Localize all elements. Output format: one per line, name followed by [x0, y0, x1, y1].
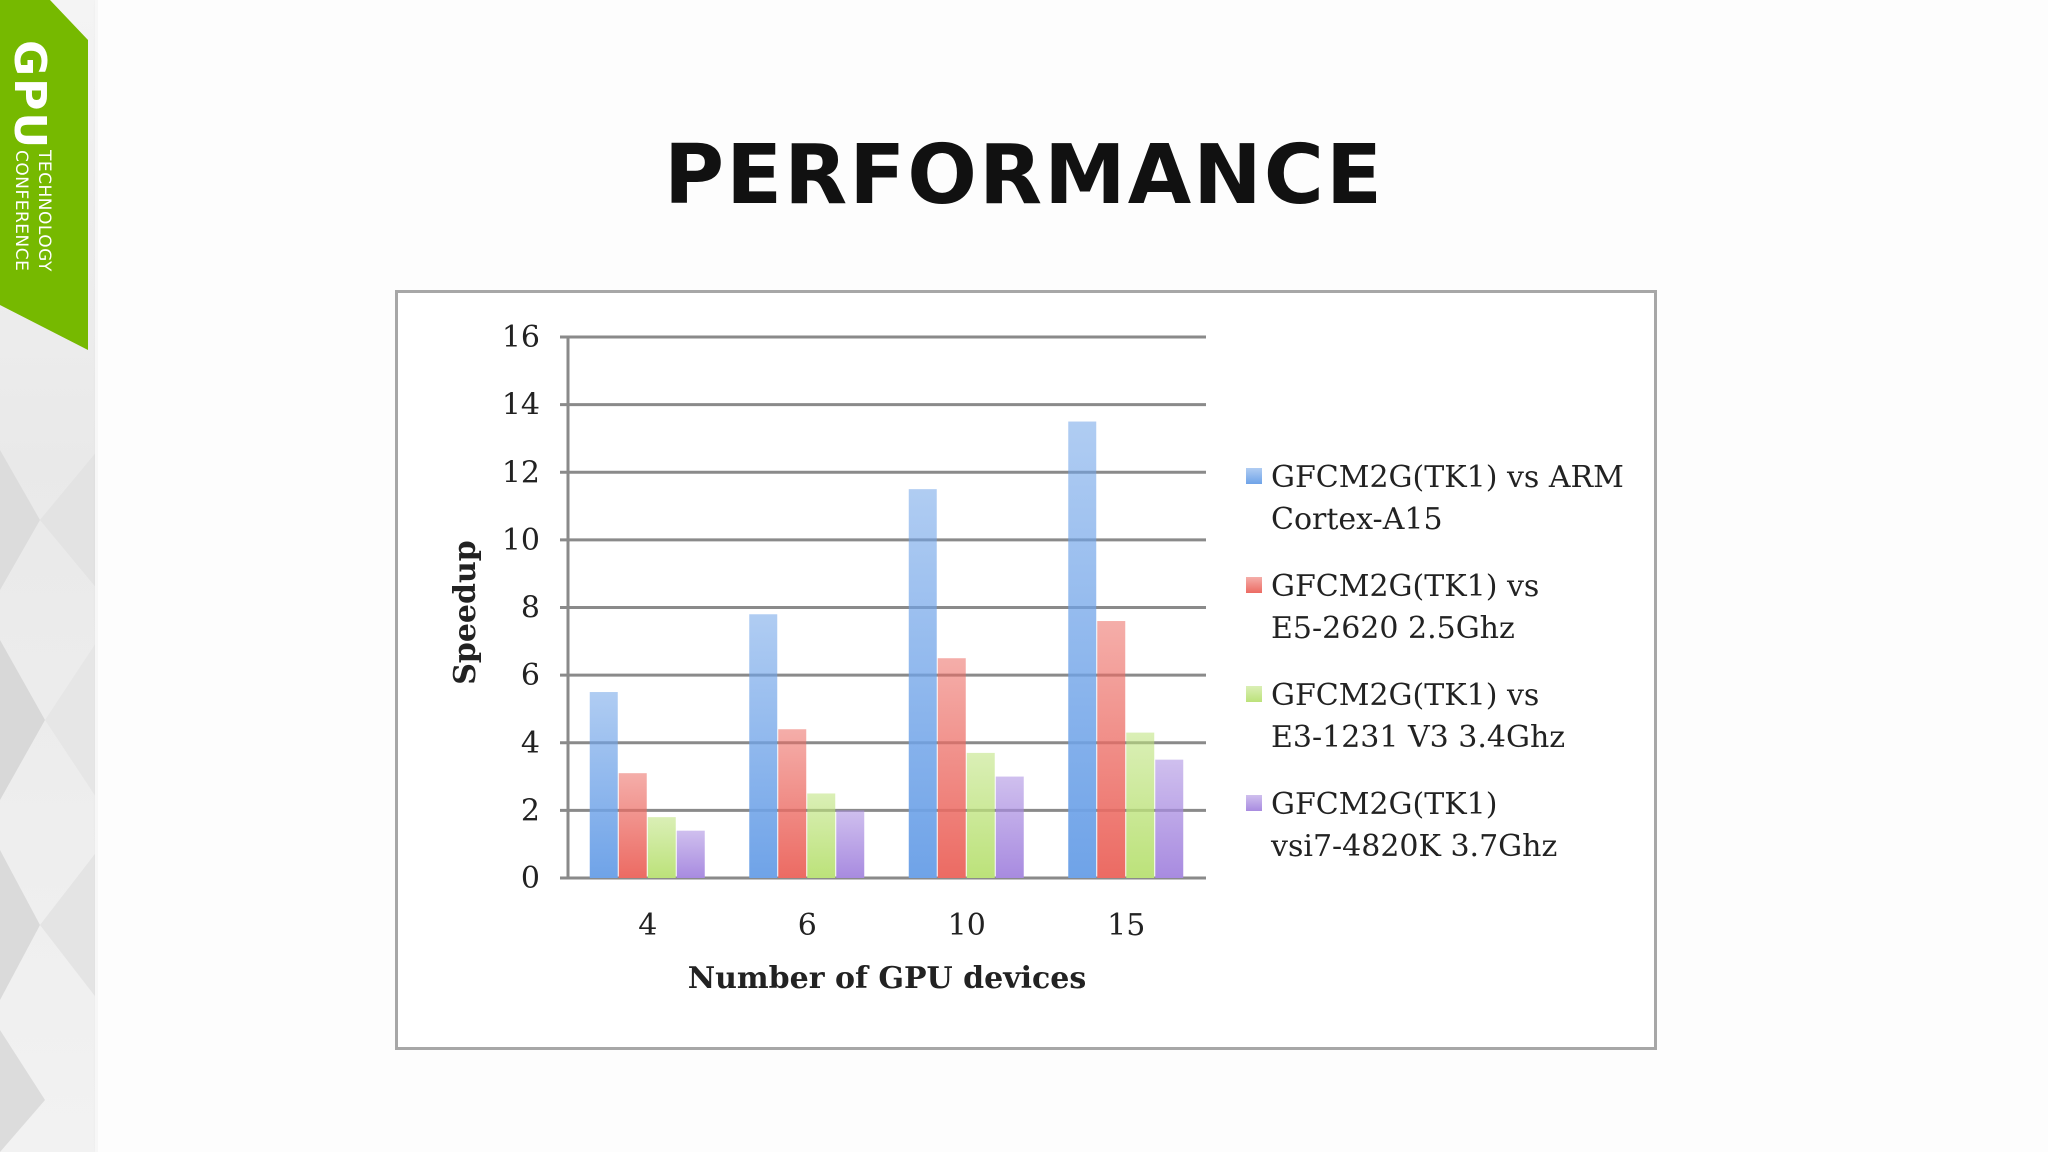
y-tick-label: 4 — [521, 726, 540, 761]
gtc-logo-badge — [0, 0, 88, 350]
bar — [966, 752, 995, 878]
y-axis-title: Speedup — [448, 540, 483, 685]
y-tick-label: 10 — [502, 523, 540, 558]
legend-label: GFCM2G(TK1) vs — [1271, 569, 1539, 604]
legend-swatch — [1246, 468, 1262, 484]
bar — [618, 773, 647, 878]
legend-label: Cortex-A15 — [1271, 502, 1443, 537]
bar — [647, 817, 676, 878]
x-tick-label: 4 — [638, 908, 657, 943]
legend-swatch — [1246, 795, 1262, 811]
legend-label: E3-1231 V3 3.4Ghz — [1271, 720, 1565, 755]
bar — [807, 793, 836, 878]
y-tick-label: 12 — [502, 455, 540, 490]
y-tick-label: 0 — [521, 861, 540, 896]
y-tick-label: 2 — [521, 793, 540, 828]
bar — [937, 658, 966, 878]
bar — [1126, 732, 1155, 878]
y-tick-label: 14 — [502, 388, 540, 423]
bar — [995, 776, 1024, 878]
bar — [908, 489, 937, 878]
legend-swatch — [1246, 686, 1262, 702]
gtc-logo-big-text: GPU — [4, 40, 55, 151]
legend-label: GFCM2G(TK1) vs — [1271, 678, 1539, 713]
bar — [1155, 759, 1184, 878]
gtc-logo: GPU TECHNOLOGY CONFERENCE — [0, 0, 88, 350]
y-tick-label: 8 — [521, 591, 540, 626]
y-tick-label: 16 — [502, 320, 540, 355]
bar-chart: 0 2 4 6 8 10 12 14 16 4 6 10 15 Number of GPU devices… — [448, 320, 1624, 996]
legend-swatch — [1246, 577, 1262, 593]
bar — [1068, 421, 1097, 878]
sidebar-pattern — [0, 450, 98, 1152]
y-tick-label: 6 — [521, 658, 540, 693]
legend-label: vsi7-4820K 3.7Ghz — [1270, 829, 1557, 864]
bar — [836, 810, 865, 878]
bar — [1097, 621, 1126, 878]
bar — [676, 830, 705, 878]
x-axis-title: Number of GPU devices — [688, 961, 1087, 996]
page-title: PERFORMANCE — [663, 128, 1384, 223]
x-tick-label: 6 — [798, 908, 817, 943]
legend-label: E5-2620 2.5Ghz — [1271, 611, 1515, 646]
bar — [589, 692, 618, 878]
chart-frame: 0 2 4 6 8 10 12 14 16 4 6 10 15 Number of GPU devices… — [395, 290, 1657, 1050]
legend-label: GFCM2G(TK1) — [1271, 787, 1497, 822]
bar — [778, 729, 807, 878]
gtc-logo-line1: TECHNOLOGY — [34, 150, 54, 272]
x-tick-label: 15 — [1107, 908, 1145, 943]
sidebar-edge — [95, 0, 98, 1152]
legend-label: GFCM2G(TK1) vs ARM — [1271, 460, 1624, 495]
bar — [749, 614, 778, 878]
x-tick-label: 10 — [948, 908, 986, 943]
gtc-logo-line2: CONFERENCE — [11, 150, 31, 272]
